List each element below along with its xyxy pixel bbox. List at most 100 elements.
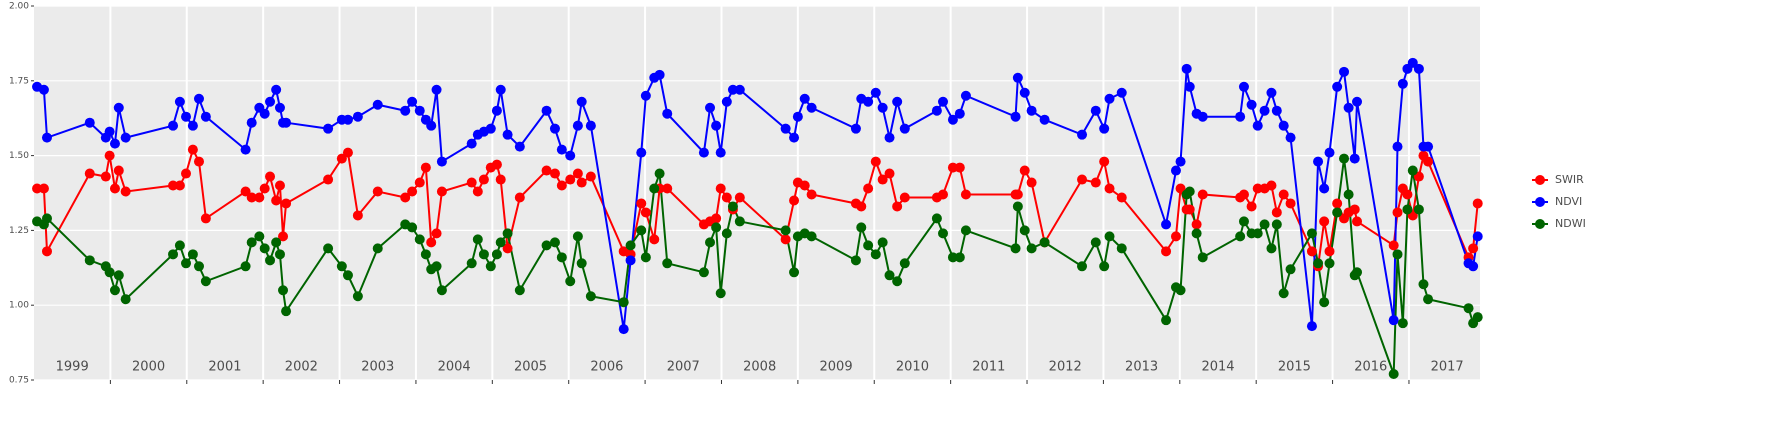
x-tick-label: 2012 [1049, 360, 1082, 375]
data-point [1332, 207, 1343, 218]
legend-marker [1535, 219, 1545, 229]
data-point [1407, 165, 1418, 176]
data-point [662, 108, 673, 119]
data-point [431, 228, 442, 239]
data-point [1012, 189, 1023, 200]
data-point [1077, 174, 1088, 185]
data-point [342, 147, 353, 158]
data-point [120, 294, 131, 305]
data-point [1246, 99, 1257, 110]
data-point [342, 270, 353, 281]
data-point [877, 174, 888, 185]
data-point [265, 96, 276, 107]
data-point [1259, 105, 1270, 116]
data-point [426, 237, 437, 248]
data-point [877, 102, 888, 113]
data-point [1238, 81, 1249, 92]
data-point [931, 213, 942, 224]
data-point [1407, 57, 1418, 68]
data-point [850, 255, 861, 266]
data-point [1161, 219, 1172, 230]
data-point [1104, 93, 1115, 104]
data-point [1324, 246, 1335, 257]
x-tick-label: 2015 [1278, 360, 1311, 375]
data-point [625, 240, 636, 251]
data-point [662, 183, 673, 194]
data-point [947, 162, 958, 173]
data-point [1191, 219, 1202, 230]
data-point [336, 153, 347, 164]
data-point [1235, 111, 1246, 122]
data-point [1019, 87, 1030, 98]
y-tick-label: 1.75 [9, 76, 29, 86]
y-tick-label: 0.75 [9, 376, 29, 386]
data-point [850, 123, 861, 134]
legend-marker [1535, 197, 1545, 207]
x-tick-label: 2008 [743, 360, 776, 375]
data-point [565, 276, 576, 287]
data-point [625, 255, 636, 266]
data-point [565, 174, 576, 185]
data-point [654, 168, 665, 179]
data-point [200, 276, 211, 287]
data-point [541, 240, 552, 251]
data-point [1010, 243, 1021, 254]
data-point [549, 168, 560, 179]
data-point [254, 192, 265, 203]
data-point [1271, 219, 1282, 230]
data-point [120, 132, 131, 143]
data-point [1175, 183, 1186, 194]
data-point [120, 186, 131, 197]
data-point [585, 291, 596, 302]
data-point [856, 222, 867, 233]
data-point [711, 120, 722, 131]
data-point [780, 123, 791, 134]
data-point [1197, 252, 1208, 263]
legend-label: NDVI [1555, 195, 1582, 208]
data-point [1319, 183, 1330, 194]
data-point [892, 201, 903, 212]
data-point [636, 225, 647, 236]
data-point [1402, 204, 1413, 215]
data-point [556, 144, 567, 155]
data-point [1413, 171, 1424, 182]
data-point [472, 234, 483, 245]
data-point [1019, 225, 1030, 236]
data-point [789, 132, 800, 143]
data-point [870, 156, 881, 167]
data-point [472, 186, 483, 197]
data-point [734, 216, 745, 227]
data-point [271, 195, 282, 206]
data-point [323, 243, 334, 254]
data-point [109, 138, 120, 149]
data-point [193, 93, 204, 104]
data-point [1397, 78, 1408, 89]
x-tick-label: 2005 [514, 360, 547, 375]
data-point [240, 144, 251, 155]
data-point [954, 108, 965, 119]
data-point [721, 192, 732, 203]
data-point [495, 174, 506, 185]
data-point [727, 84, 738, 95]
data-point [938, 96, 949, 107]
data-point [1116, 243, 1127, 254]
data-point [200, 213, 211, 224]
data-point [715, 147, 726, 158]
data-point [1197, 189, 1208, 200]
data-point [1352, 267, 1363, 278]
data-point [41, 132, 52, 143]
data-point [1343, 102, 1354, 113]
data-point [342, 114, 353, 125]
data-point [1026, 105, 1037, 116]
x-tick-label: 2000 [132, 360, 165, 375]
data-point [870, 87, 881, 98]
data-point [789, 267, 800, 278]
data-point [1332, 81, 1343, 92]
data-point [892, 96, 903, 107]
data-point [1266, 243, 1277, 254]
data-point [799, 180, 810, 191]
data-point [168, 120, 179, 131]
data-point [1349, 204, 1360, 215]
data-point [899, 123, 910, 134]
data-point [1343, 189, 1354, 200]
